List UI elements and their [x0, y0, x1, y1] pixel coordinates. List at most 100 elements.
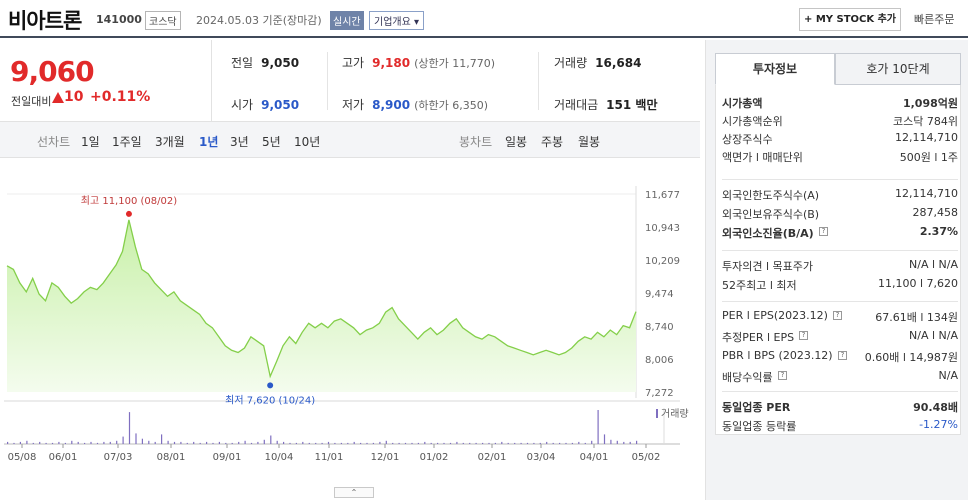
- y-tick-label: 8,006: [645, 355, 674, 366]
- info-label: 투자의견 l 목표주가: [722, 260, 814, 273]
- high-marker: [125, 210, 132, 217]
- volume-bar: [462, 442, 464, 444]
- volume-bar: [154, 441, 156, 444]
- volume-bar: [71, 440, 73, 444]
- volume-bar: [546, 441, 548, 444]
- volume-bar: [199, 442, 201, 444]
- tab-investment-info[interactable]: 투자정보: [715, 53, 835, 85]
- x-tick-label: 12/01: [371, 452, 400, 463]
- candle-monthly[interactable]: 월봉: [578, 135, 601, 149]
- stat-high: 고가 9,180 (상한가 11,770): [342, 56, 495, 70]
- candle-chart-tab[interactable]: 봉차트: [459, 135, 493, 149]
- x-tick-label: 03/04: [527, 452, 556, 463]
- info-value: 90.48배: [913, 401, 958, 414]
- info-label: 동일업종 PER: [722, 401, 791, 414]
- stock-code: 141000: [96, 13, 142, 26]
- volume-bar: [533, 442, 535, 444]
- volume-bar: [591, 440, 593, 444]
- x-tick-label: 07/03: [104, 452, 133, 463]
- volume-bar: [334, 442, 336, 444]
- volume-bar: [616, 440, 618, 444]
- tab-orderbook[interactable]: 호가 10단계: [835, 53, 961, 85]
- volume-bar: [385, 440, 387, 444]
- price-stats: 전일 9,050 고가 9,180 (상한가 11,770) 거래량 16,684 시가…: [212, 40, 700, 122]
- volume-bar: [636, 440, 638, 444]
- change-value: 10: [64, 89, 84, 105]
- info-label: 52주최고 l 최저: [722, 279, 797, 292]
- divider: [538, 52, 539, 110]
- x-tick-label: 04/01: [580, 452, 609, 463]
- volume-bars: [7, 410, 638, 445]
- y-tick-label: 8,740: [645, 322, 674, 333]
- volume-bar: [321, 442, 323, 444]
- info-row: PBR l BPS (2023.12)? 0.60배 l 14,987원: [722, 347, 958, 365]
- info-label: PBR l BPS (2023.12): [722, 349, 833, 362]
- collapse-chart-button[interactable]: ⌃: [334, 487, 374, 498]
- help-icon[interactable]: ?: [799, 331, 808, 340]
- info-label: PER l EPS(2023.12): [722, 309, 828, 322]
- investment-info-table: 시가총액 1,098억원 시가총액순위 코스닥 784위 상장주식수 12,114,710…: [715, 85, 961, 435]
- line-chart-tab[interactable]: 선차트: [37, 135, 71, 149]
- volume-bar: [96, 442, 99, 444]
- volume-bar: [507, 442, 509, 444]
- x-tick-label: 01/02: [420, 452, 449, 463]
- volume-bar: [231, 442, 233, 444]
- quick-order-link[interactable]: 빠른주문: [914, 13, 955, 26]
- period-3m[interactable]: 3개월: [155, 135, 185, 149]
- price-line: [6, 219, 637, 379]
- live-badge[interactable]: 실시간: [330, 11, 364, 30]
- volume-bar: [597, 410, 599, 444]
- volume-bar: [520, 442, 522, 444]
- stat-open: 시가 9,050: [231, 98, 300, 112]
- info-row: 시가총액 1,098억원: [722, 93, 958, 111]
- help-icon[interactable]: ?: [833, 311, 842, 320]
- stock-name: 비아트론: [8, 9, 82, 33]
- low-annotation: 최저 7,620 (10/24): [225, 394, 315, 406]
- volume-bar: [449, 442, 452, 444]
- price-chart: 11,677 10,943 10,209 9,474 8,740 8,006 7,272 0…: [0, 158, 700, 488]
- panel-tabs: 투자정보 호가 10단계: [715, 53, 961, 85]
- volume-bar: [565, 442, 567, 444]
- volume-bar: [482, 442, 484, 444]
- volume-bar: [244, 440, 246, 444]
- candle-weekly[interactable]: 주봉: [541, 135, 564, 149]
- period-1y[interactable]: 1년: [199, 135, 219, 149]
- period-1w[interactable]: 1주일: [112, 135, 142, 149]
- volume-bar: [84, 442, 86, 444]
- volume-bar: [327, 441, 330, 444]
- info-label: 외국인보유주식수(B): [722, 208, 820, 221]
- stat-volume: 거래량 16,684: [554, 56, 642, 70]
- info-value: 500원 l 1주: [899, 151, 958, 164]
- volume-bar: [161, 434, 163, 444]
- company-info-dropdown[interactable]: 기업개요 ▾: [369, 11, 424, 30]
- price-summary: 9,060 전일대비 10 +0.11%: [0, 40, 212, 122]
- y-tick-label: 7,272: [645, 388, 674, 399]
- investment-panel: 투자정보 호가 10단계 시가총액 1,098억원 시가총액순위 코스닥 784위 상장…: [705, 40, 968, 500]
- info-label: 시가총액순위: [722, 115, 783, 128]
- add-mystock-button[interactable]: + MY STOCK 추가: [799, 8, 901, 31]
- y-tick-label: 9,474: [645, 289, 674, 300]
- section-divider: [722, 391, 958, 392]
- info-row: 외국인소진율(B/A)? 2.37%: [722, 223, 958, 241]
- volume-bar: [366, 442, 368, 444]
- help-icon[interactable]: ?: [819, 227, 828, 236]
- y-tick-label: 10,209: [645, 256, 680, 267]
- info-row: 시가총액순위 코스닥 784위: [722, 111, 958, 129]
- x-tick-label: 05/02: [632, 452, 661, 463]
- period-5y[interactable]: 5년: [262, 135, 281, 149]
- info-row: 투자의견 l 목표주가 N/A l N/A: [722, 256, 958, 274]
- info-value: 287,458: [912, 206, 959, 219]
- period-3y[interactable]: 3년: [230, 135, 249, 149]
- candle-daily[interactable]: 일봉: [505, 135, 528, 149]
- low-marker: [267, 382, 274, 389]
- volume-bar: [552, 442, 554, 444]
- period-1d[interactable]: 1일: [81, 135, 100, 149]
- volume-bar: [315, 442, 317, 444]
- info-label: 동일업종 등락률: [722, 420, 797, 433]
- volume-bar: [539, 442, 541, 444]
- volume-bar: [45, 442, 47, 444]
- info-row: 동일업종 등락률 -1.27%: [722, 416, 958, 434]
- help-icon[interactable]: ?: [778, 371, 787, 380]
- help-icon[interactable]: ?: [838, 351, 847, 360]
- period-10y[interactable]: 10년: [294, 135, 321, 149]
